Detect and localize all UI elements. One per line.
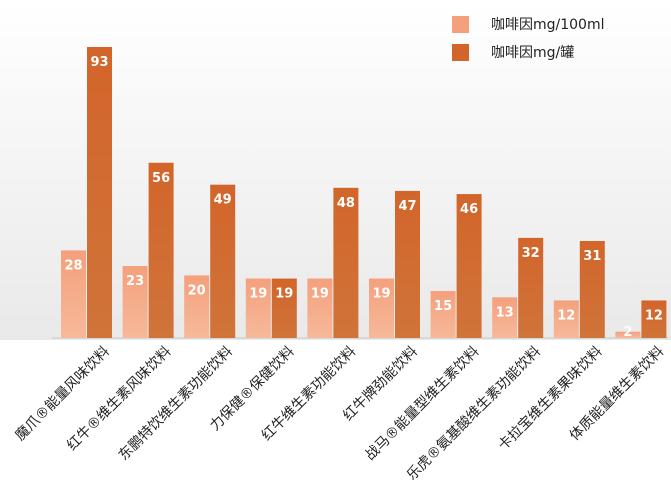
category-label-1: 红牛®维生素风味饮料 — [64, 344, 174, 454]
bar-per-100ml-3 — [245, 278, 271, 338]
data-label-per-100ml-9: 2 — [623, 325, 632, 340]
data-label-per-can-3: 19 — [275, 287, 293, 302]
bar-per-100ml-0 — [61, 250, 86, 338]
bar-per-can-9 — [641, 300, 667, 338]
legend-label-per-100ml: 咖啡因mg/100ml — [491, 17, 605, 33]
data-label-per-100ml-5: 19 — [372, 287, 390, 302]
bar-per-100ml-9 — [615, 331, 641, 338]
data-label-per-100ml-2: 20 — [188, 283, 206, 298]
bar-per-can-1 — [148, 162, 174, 338]
bar-per-can-5 — [395, 190, 420, 338]
bar-per-can-6 — [456, 194, 482, 338]
bar-per-100ml-8 — [553, 300, 579, 338]
legend-swatch-per-can — [452, 43, 469, 61]
data-label-per-100ml-3: 19 — [249, 287, 267, 302]
data-label-per-100ml-0: 28 — [64, 258, 82, 273]
bar-per-can-4 — [333, 187, 359, 338]
bar-per-100ml-2 — [184, 275, 210, 338]
category-label-7: 乐虎®氨基酸维生素功能饮料 — [403, 343, 544, 484]
data-label-per-can-8: 31 — [583, 249, 601, 264]
bar-per-can-2 — [210, 184, 236, 338]
data-label-per-can-9: 12 — [645, 308, 663, 323]
data-label-per-100ml-1: 23 — [126, 274, 144, 289]
data-label-per-100ml-6: 15 — [434, 299, 452, 314]
legend-item-per-100ml: 咖啡因mg/100ml — [452, 10, 605, 38]
legend: 咖啡因mg/100ml 咖啡因mg/罐 — [452, 10, 605, 66]
data-label-per-can-2: 49 — [214, 193, 232, 208]
bar-per-100ml-4 — [307, 278, 333, 338]
bar-per-can-0 — [87, 47, 112, 338]
data-label-per-100ml-7: 13 — [496, 305, 514, 320]
data-label-per-can-6: 46 — [460, 202, 478, 217]
bar-per-100ml-5 — [369, 278, 394, 338]
bar-per-can-7 — [518, 237, 544, 338]
bar-per-100ml-1 — [122, 266, 148, 338]
data-label-per-can-5: 47 — [398, 199, 416, 214]
legend-label-per-can: 咖啡因mg/罐 — [491, 45, 575, 61]
bar-per-100ml-6 — [430, 291, 456, 338]
data-label-per-100ml-4: 19 — [311, 287, 329, 302]
data-label-per-can-7: 32 — [522, 246, 540, 261]
category-label-8: 卡拉宝维生素果味饮料 — [495, 344, 605, 454]
data-label-per-100ml-8: 12 — [557, 308, 575, 323]
data-label-per-can-4: 48 — [337, 196, 355, 211]
category-label-6: 战马®能量型维生素饮料 — [362, 344, 482, 464]
legend-item-per-can: 咖啡因mg/罐 — [452, 38, 605, 66]
bar-per-can-3 — [271, 278, 297, 338]
bar-per-can-8 — [579, 241, 605, 338]
bar-per-100ml-7 — [492, 297, 518, 338]
legend-swatch-per-100ml — [452, 15, 469, 33]
data-label-per-can-0: 93 — [90, 55, 108, 70]
data-label-per-can-1: 56 — [152, 171, 170, 186]
category-label-2: 东鹏特饮维生素功能饮料 — [116, 344, 236, 464]
